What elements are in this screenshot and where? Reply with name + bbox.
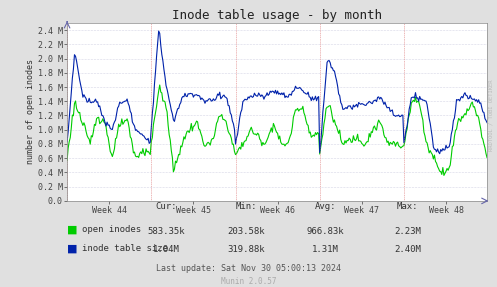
open inodes <box>370 126 376 129</box>
Y-axis label: number of open inodes: number of open inodes <box>26 59 35 164</box>
open inodes <box>484 156 490 159</box>
Text: 203.58k: 203.58k <box>227 226 265 236</box>
Text: 1.04M: 1.04M <box>153 245 180 254</box>
Text: Last update: Sat Nov 30 05:00:13 2024: Last update: Sat Nov 30 05:00:13 2024 <box>156 264 341 273</box>
Text: ■: ■ <box>67 243 78 253</box>
Text: RRDTOOL / TOBI OETIKER: RRDTOOL / TOBI OETIKER <box>488 79 493 151</box>
Line: inode table size: inode table size <box>67 31 487 154</box>
open inodes <box>157 83 163 87</box>
Text: 319.88k: 319.88k <box>227 245 265 254</box>
inode table size <box>330 66 335 69</box>
open inodes <box>441 174 447 177</box>
Text: inode table size: inode table size <box>82 244 168 253</box>
Text: Munin 2.0.57: Munin 2.0.57 <box>221 277 276 286</box>
Text: 2.40M: 2.40M <box>394 245 421 254</box>
open inodes <box>64 159 70 162</box>
Text: 966.83k: 966.83k <box>307 226 344 236</box>
open inodes <box>202 145 208 148</box>
Text: 1.31M: 1.31M <box>312 245 339 254</box>
open inodes <box>115 130 121 133</box>
inode table size <box>202 102 208 105</box>
Text: Max:: Max: <box>397 202 418 211</box>
Text: Avg:: Avg: <box>315 202 336 211</box>
inode table size <box>437 152 443 156</box>
inode table size <box>232 127 238 131</box>
Text: ■: ■ <box>67 225 78 234</box>
inode table size <box>368 101 374 105</box>
Text: Cur:: Cur: <box>156 202 177 211</box>
inode table size <box>64 140 70 144</box>
Text: open inodes: open inodes <box>82 225 141 234</box>
Line: open inodes: open inodes <box>67 85 487 175</box>
Text: Min:: Min: <box>235 202 257 211</box>
Text: 583.35k: 583.35k <box>148 226 185 236</box>
Text: 2.23M: 2.23M <box>394 226 421 236</box>
inode table size <box>484 121 490 124</box>
open inodes <box>232 150 238 153</box>
inode table size <box>115 106 121 110</box>
open inodes <box>330 115 335 119</box>
Title: Inode table usage - by month: Inode table usage - by month <box>172 9 382 22</box>
open inodes <box>368 130 374 133</box>
inode table size <box>370 99 376 103</box>
inode table size <box>156 29 162 33</box>
